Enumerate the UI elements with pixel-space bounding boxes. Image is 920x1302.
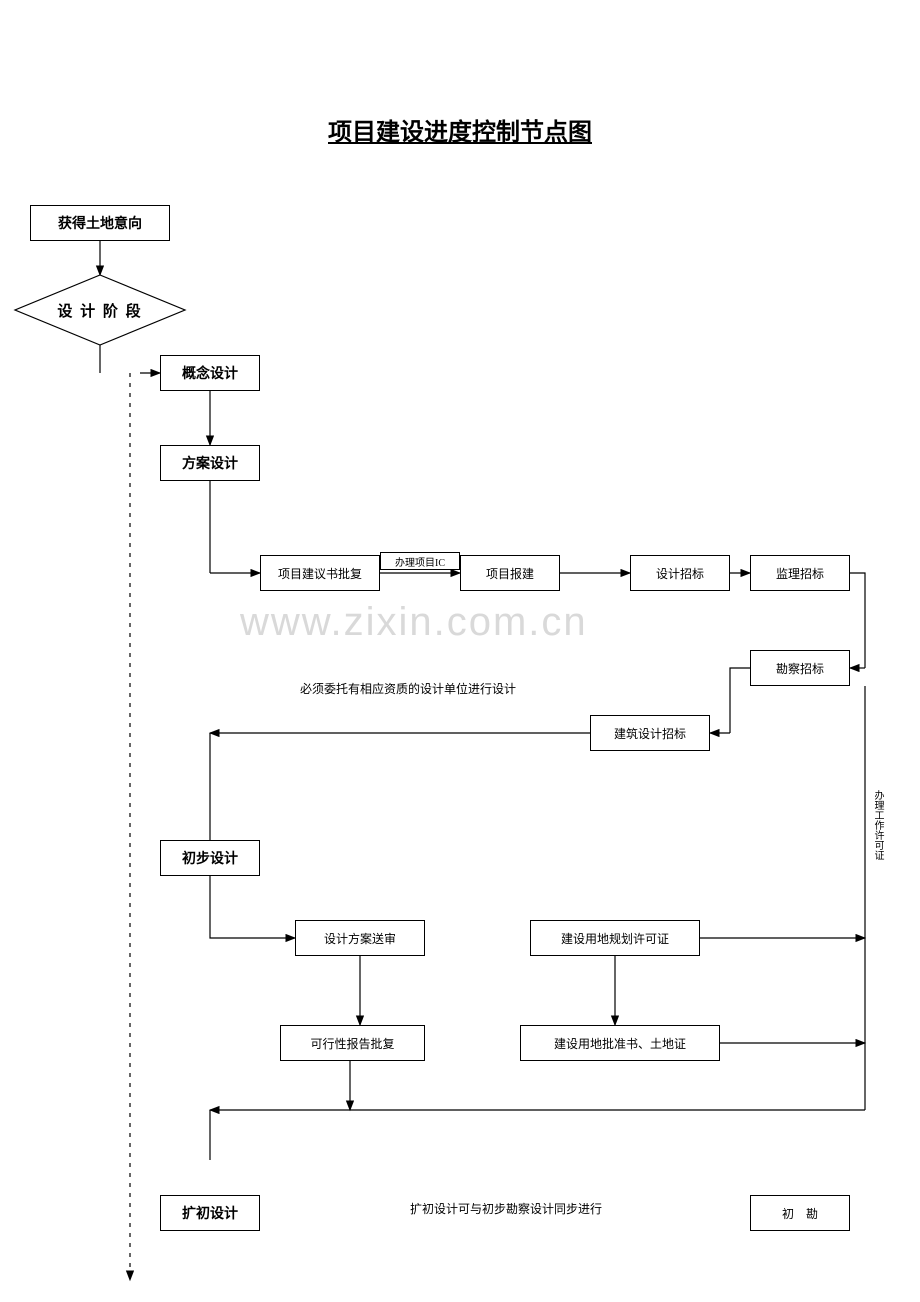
node-supervision-tender: 监理招标: [750, 555, 850, 591]
node-preliminary-design: 初步设计: [160, 840, 260, 876]
node-land-intent: 获得土地意向: [30, 205, 170, 241]
flowchart-canvas: 项目建设进度控制节点图 www.zixin.com.cn 设 计 阶 段 获得土…: [0, 0, 920, 1302]
node-expanded-prelim: 扩初设计: [160, 1195, 260, 1231]
node-land-planning-permit: 建设用地规划许可证: [530, 920, 700, 956]
node-project-ic: 办理项目IC: [380, 552, 460, 570]
node-design-tender: 设计招标: [630, 555, 730, 591]
node-initial-survey: 初 勘: [750, 1195, 850, 1231]
node-proposal-approval: 项目建议书批复: [260, 555, 380, 591]
note-parallel-survey: 扩初设计可与初步勘察设计同步进行: [410, 1200, 602, 1217]
diamond-label: 设 计 阶 段: [40, 300, 160, 321]
node-concept-design: 概念设计: [160, 355, 260, 391]
node-arch-design-tender: 建筑设计招标: [590, 715, 710, 751]
node-project-filing: 项目报建: [460, 555, 560, 591]
node-survey-tender: 勘察招标: [750, 650, 850, 686]
node-feasibility-approval: 可行性报告批复: [280, 1025, 425, 1061]
node-land-approval-cert: 建设用地批准书、土地证: [520, 1025, 720, 1061]
node-scheme-review: 设计方案送审: [295, 920, 425, 956]
note-work-permit: 办理工作许可证: [870, 790, 885, 860]
note-qualified-designer: 必须委托有相应资质的设计单位进行设计: [300, 680, 516, 697]
node-scheme-design: 方案设计: [160, 445, 260, 481]
